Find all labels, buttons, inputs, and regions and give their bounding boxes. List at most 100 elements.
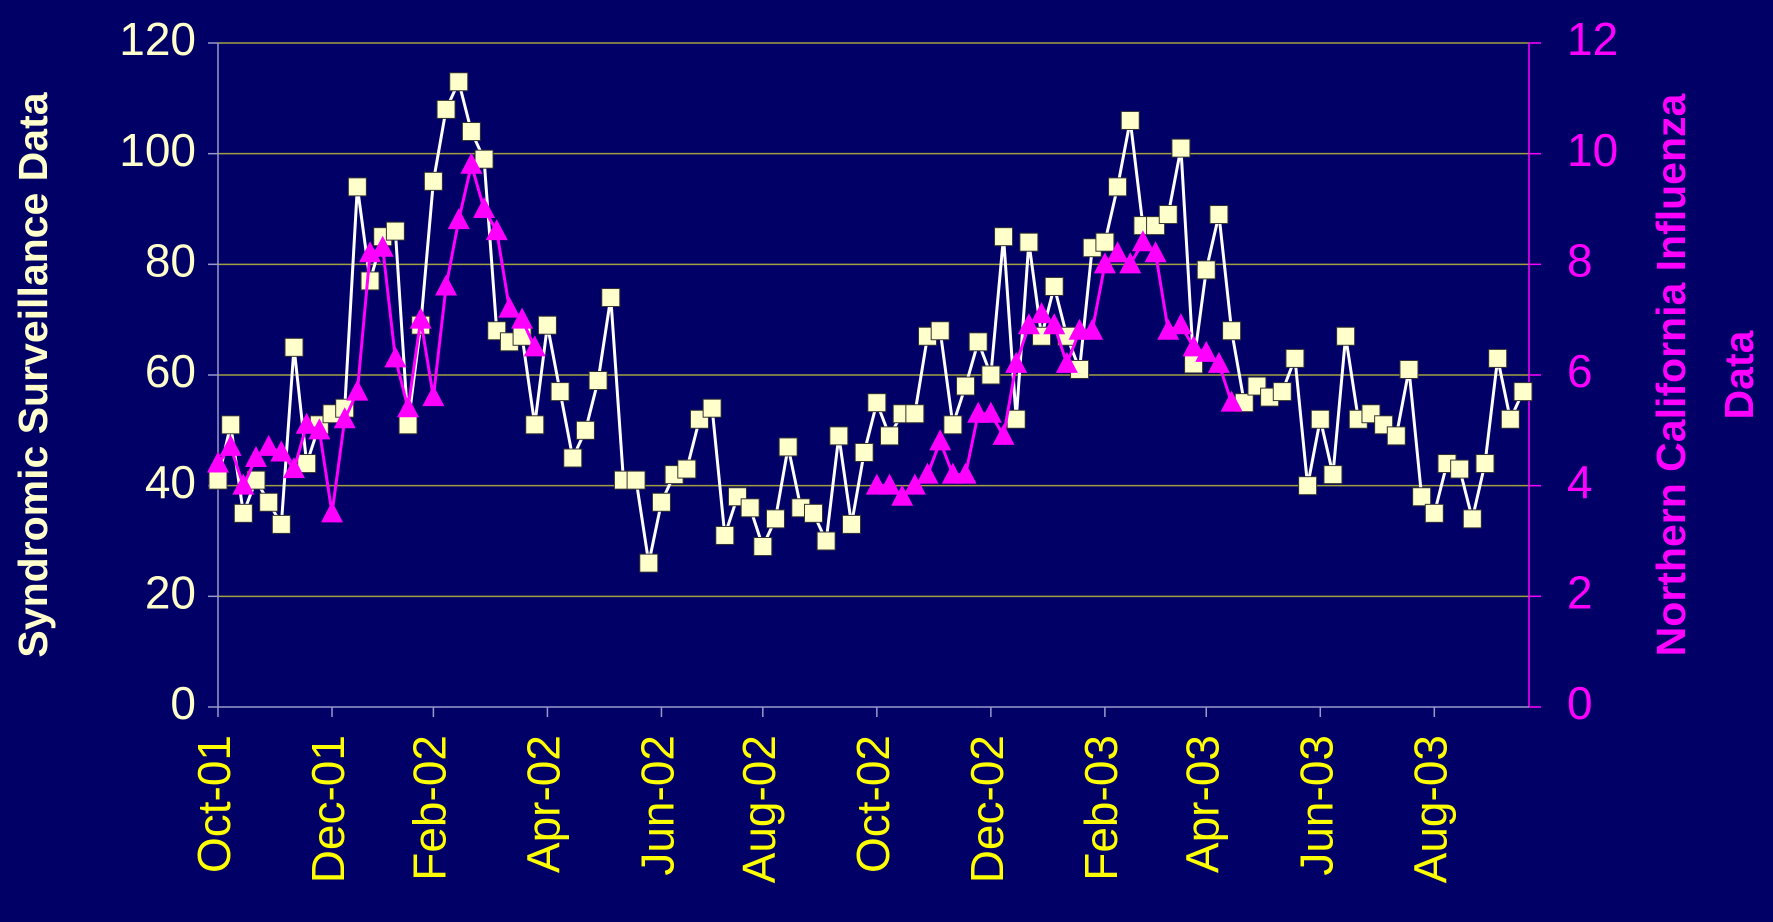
- data-point: [979, 401, 1002, 423]
- data-point: [816, 531, 836, 551]
- data-point: [702, 398, 722, 418]
- data-point: [485, 219, 508, 241]
- data-point: [765, 509, 785, 529]
- data-point: [321, 501, 344, 523]
- data-point: [829, 426, 849, 446]
- data-point: [740, 498, 760, 518]
- data-point: [1005, 351, 1028, 373]
- data-point: [1171, 138, 1191, 158]
- data-point: [1019, 232, 1039, 252]
- data-point: [878, 473, 901, 495]
- data-point: [1220, 390, 1243, 412]
- data-point: [423, 171, 443, 191]
- data-point: [1182, 335, 1205, 357]
- data-point: [397, 396, 420, 418]
- y-tick-label: 20: [145, 566, 196, 618]
- data-point: [1093, 252, 1116, 274]
- data-point: [359, 241, 382, 263]
- data-point: [1169, 313, 1192, 335]
- data-point: [575, 420, 595, 440]
- data-point: [308, 418, 331, 440]
- data-point: [461, 122, 481, 142]
- data-point: [259, 492, 279, 512]
- y2-tick-label: 4: [1567, 456, 1593, 508]
- x-tick-label: Jun-02: [632, 735, 684, 876]
- data-point: [233, 503, 253, 523]
- data-point: [550, 382, 570, 402]
- y2-axis-title: Northern California Influenza: [1648, 92, 1694, 656]
- data-point: [398, 415, 418, 435]
- data-point: [929, 429, 952, 451]
- data-point: [232, 473, 255, 495]
- y2-tick-label: 12: [1567, 13, 1618, 65]
- x-tick-label: Aug-03: [1404, 735, 1456, 883]
- y2-axis-title: Data: [1716, 329, 1762, 419]
- data-point: [1017, 313, 1040, 335]
- data-point: [1095, 232, 1115, 252]
- y2-tick-label: 8: [1567, 234, 1593, 286]
- x-tick-label: Feb-03: [1075, 735, 1127, 881]
- data-point: [601, 288, 621, 308]
- data-point: [677, 459, 697, 479]
- data-point: [1108, 177, 1128, 197]
- data-point: [803, 503, 823, 523]
- data-point: [1195, 340, 1218, 362]
- data-point: [219, 434, 242, 456]
- data-point: [1044, 276, 1064, 296]
- data-point: [1158, 205, 1178, 225]
- data-point: [715, 525, 735, 545]
- data-point: [1450, 459, 1470, 479]
- data-point: [271, 514, 291, 534]
- data-point: [385, 221, 405, 241]
- x-tick-label: Apr-03: [1176, 735, 1228, 873]
- data-point: [525, 415, 545, 435]
- data-point: [270, 440, 293, 462]
- data-point: [1336, 326, 1356, 346]
- data-point: [360, 271, 380, 291]
- data-point: [523, 335, 546, 357]
- data-point: [511, 307, 534, 329]
- data-point: [1222, 321, 1242, 341]
- data-point: [449, 72, 469, 92]
- data-point: [981, 365, 1001, 385]
- data-point: [1424, 503, 1444, 523]
- data-point: [1399, 359, 1419, 379]
- data-point: [1120, 110, 1140, 130]
- data-point: [422, 385, 445, 407]
- data-point: [943, 415, 963, 435]
- x-tick-label: Oct-02: [847, 735, 899, 873]
- y-tick-label: 80: [145, 234, 196, 286]
- data-point: [473, 197, 496, 218]
- data-point: [968, 332, 988, 352]
- data-point: [1323, 465, 1343, 485]
- data-point: [891, 484, 914, 506]
- data-point: [498, 296, 521, 318]
- data-point: [992, 423, 1015, 445]
- data-point: [916, 462, 939, 484]
- data-point: [1310, 409, 1330, 429]
- data-point: [956, 376, 976, 396]
- data-point: [208, 470, 228, 490]
- data-point: [930, 321, 950, 341]
- data-point: [842, 514, 861, 534]
- data-point: [651, 492, 671, 512]
- data-point: [1055, 351, 1078, 373]
- series-line: [216, 77, 1525, 564]
- data-point: [1513, 382, 1533, 402]
- data-point: [1196, 260, 1216, 280]
- data-point: [1386, 426, 1406, 446]
- data-point: [1119, 252, 1142, 274]
- data-point: [409, 307, 432, 329]
- data-point: [245, 446, 268, 467]
- data-point: [1157, 318, 1180, 340]
- data-point: [563, 448, 583, 468]
- data-point: [297, 454, 317, 474]
- x-tick-label: Dec-02: [961, 735, 1013, 883]
- x-tick-label: Jun-03: [1290, 735, 1342, 876]
- y-tick-label: 40: [145, 456, 196, 508]
- data-point: [436, 99, 456, 119]
- data-point: [283, 457, 306, 479]
- y-tick-label: 100: [119, 124, 196, 176]
- data-point: [778, 437, 798, 457]
